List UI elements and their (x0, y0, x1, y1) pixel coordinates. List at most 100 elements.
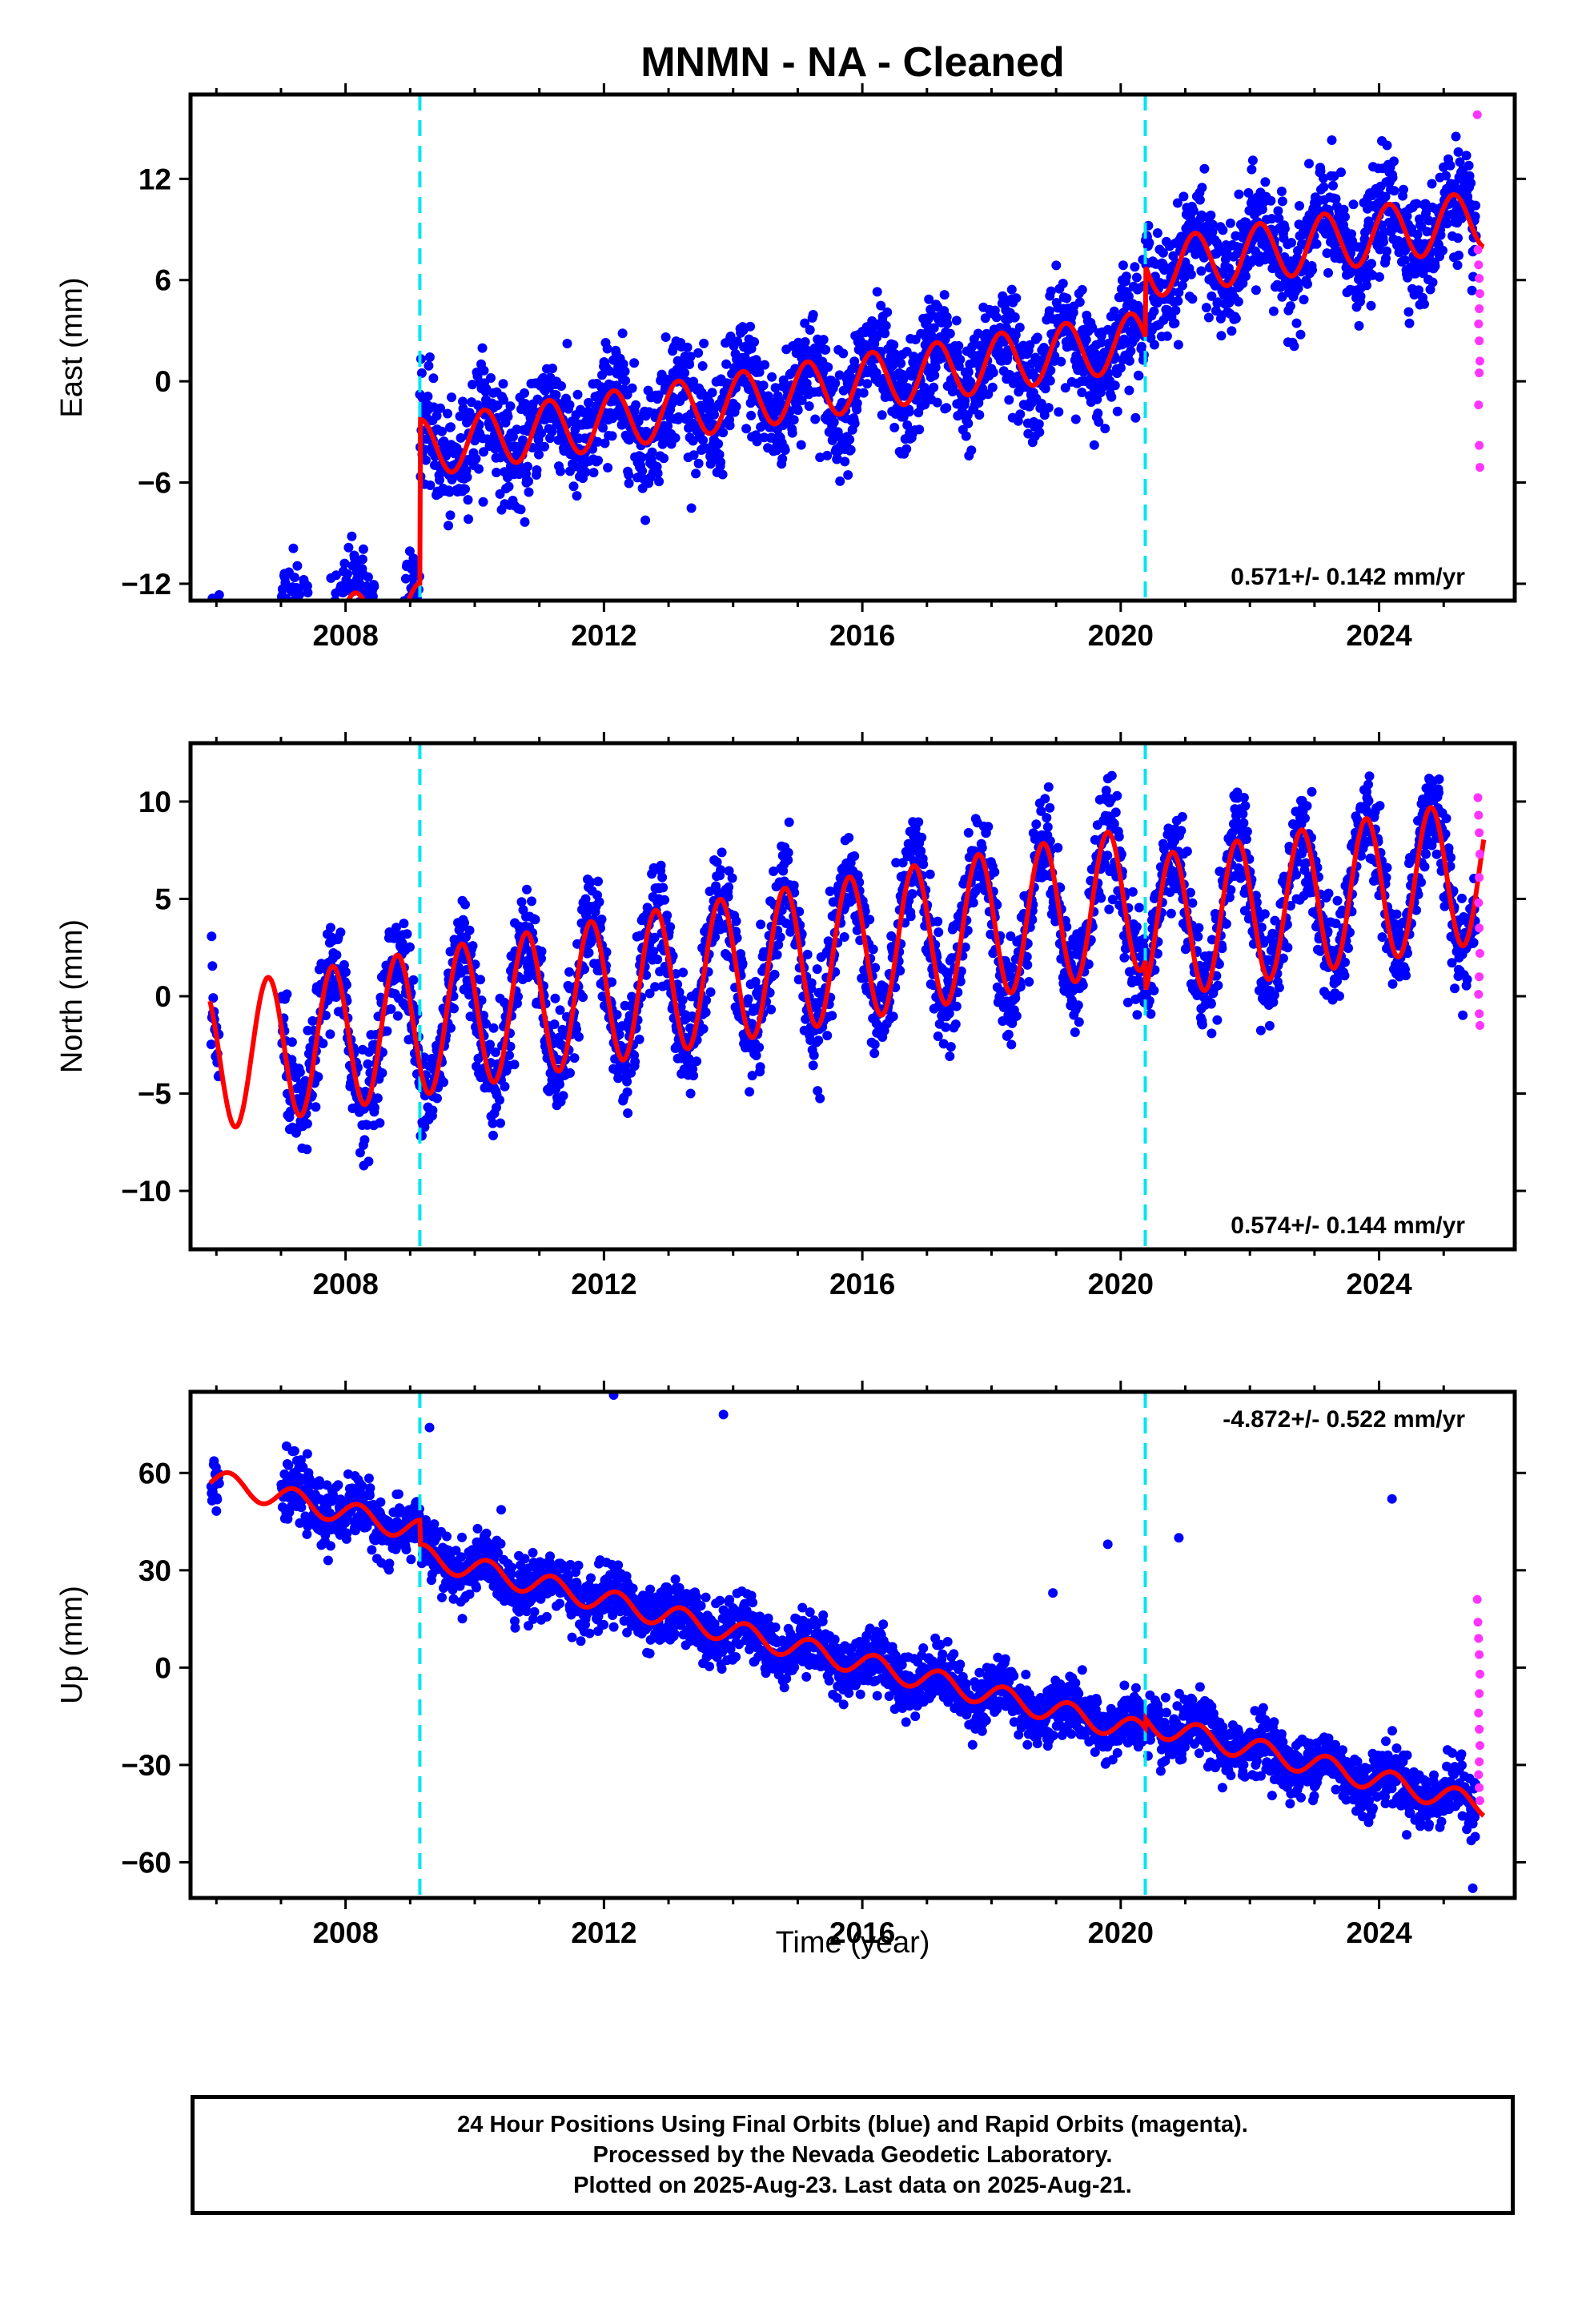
final-orbit-point (593, 456, 603, 465)
final-orbit-point (404, 942, 415, 952)
final-orbit-point (564, 967, 574, 977)
final-orbit-point (991, 312, 1002, 323)
final-orbit-point (1036, 398, 1046, 408)
final-orbit-point (691, 468, 701, 479)
final-orbit-point (1427, 179, 1437, 189)
final-orbit-point (1172, 198, 1182, 208)
final-orbit-point (1389, 186, 1399, 196)
final-orbit-point (503, 412, 513, 422)
final-orbit-point (464, 514, 473, 525)
final-orbit-point (1291, 318, 1302, 328)
final-orbit-point (624, 478, 634, 489)
final-orbit-point (967, 341, 978, 352)
final-orbit-point (486, 373, 496, 383)
rapid-orbit-point (1474, 320, 1484, 329)
final-orbit-point (214, 622, 223, 632)
final-orbit-point (933, 1031, 943, 1041)
final-orbit-point (574, 1031, 584, 1042)
final-orbit-point (496, 1118, 505, 1128)
final-orbit-point (822, 1031, 833, 1041)
final-orbit-point (1257, 204, 1267, 215)
final-orbit-point (693, 348, 704, 358)
final-orbit-point (880, 328, 890, 339)
final-orbit-point (1299, 295, 1309, 305)
final-orbit-point (714, 449, 725, 460)
final-orbit-point (391, 631, 401, 641)
final-orbit-point (1340, 211, 1350, 222)
final-orbit-point (394, 615, 404, 625)
final-orbit-point (665, 922, 676, 932)
final-orbit-point (208, 993, 219, 1003)
final-orbit-point (1243, 187, 1254, 198)
final-orbit-point (302, 669, 311, 679)
final-orbit-point (597, 370, 607, 380)
final-orbit-point (917, 832, 927, 842)
final-orbit-point (1149, 340, 1159, 350)
final-orbit-point (1115, 363, 1126, 373)
final-orbit-point (765, 987, 775, 998)
final-orbit-point (707, 388, 717, 398)
final-orbit-point (468, 941, 478, 951)
final-orbit-point (838, 348, 849, 359)
final-orbit-point (891, 858, 901, 868)
final-orbit-point (1387, 172, 1398, 183)
final-orbit-point (389, 639, 399, 649)
rapid-orbit-point (1475, 289, 1484, 299)
final-orbit-point (808, 1060, 818, 1071)
final-orbit-point (709, 409, 720, 420)
final-orbit-point (835, 476, 845, 486)
final-orbit-point (298, 621, 307, 631)
final-orbit-point (464, 925, 475, 935)
final-orbit-point (478, 497, 488, 507)
final-orbit-point (749, 337, 760, 347)
final-orbit-point (934, 927, 944, 938)
final-orbit-point (213, 639, 223, 649)
final-orbit-point (630, 1056, 640, 1067)
final-orbit-point (1207, 219, 1218, 230)
final-orbit-point (1051, 260, 1062, 271)
final-orbit-point (622, 1087, 632, 1097)
final-orbit-point (1014, 322, 1025, 332)
final-orbit-point (588, 468, 599, 478)
final-orbit-point (320, 1011, 331, 1020)
final-orbit-point (1045, 376, 1055, 386)
final-orbit-point (647, 447, 657, 457)
final-orbit-point (1039, 410, 1050, 420)
final-orbit-point (745, 321, 756, 332)
final-orbit-point (1207, 227, 1218, 237)
final-orbit-point (520, 399, 530, 408)
final-orbit-point (331, 950, 342, 960)
final-orbit-point (1034, 419, 1044, 429)
final-orbit-point (1445, 160, 1456, 171)
final-orbit-point (1273, 206, 1283, 216)
final-orbit-point (1319, 182, 1329, 192)
final-orbit-point (476, 1072, 486, 1083)
final-orbit-point (395, 660, 404, 669)
final-orbit-point (849, 356, 860, 367)
x-tick-label: 2008 (312, 619, 378, 652)
final-orbit-point (724, 866, 734, 876)
final-orbit-point (283, 633, 293, 643)
final-orbit-point (283, 605, 293, 615)
final-orbit-point (822, 450, 833, 460)
final-orbit-point (896, 358, 906, 368)
final-orbit-point (406, 606, 416, 616)
final-orbit-point (1025, 340, 1035, 350)
final-orbit-point (572, 389, 583, 400)
final-orbit-point (287, 642, 297, 652)
final-orbit-point (303, 627, 313, 637)
final-orbit-point (889, 340, 899, 350)
final-orbit-point (1186, 269, 1196, 279)
final-orbit-point (446, 1023, 456, 1033)
final-orbit-point (1089, 440, 1099, 450)
final-orbit-point (401, 611, 411, 621)
final-orbit-point (951, 316, 962, 326)
final-orbit-point (319, 657, 328, 666)
final-orbit-point (435, 475, 444, 485)
final-orbit-point (276, 617, 286, 626)
final-orbit-point (1054, 407, 1064, 417)
final-orbit-point (763, 391, 773, 401)
final-orbit-point (558, 1091, 568, 1101)
final-orbit-point (580, 964, 589, 975)
final-orbit-point (208, 620, 218, 629)
